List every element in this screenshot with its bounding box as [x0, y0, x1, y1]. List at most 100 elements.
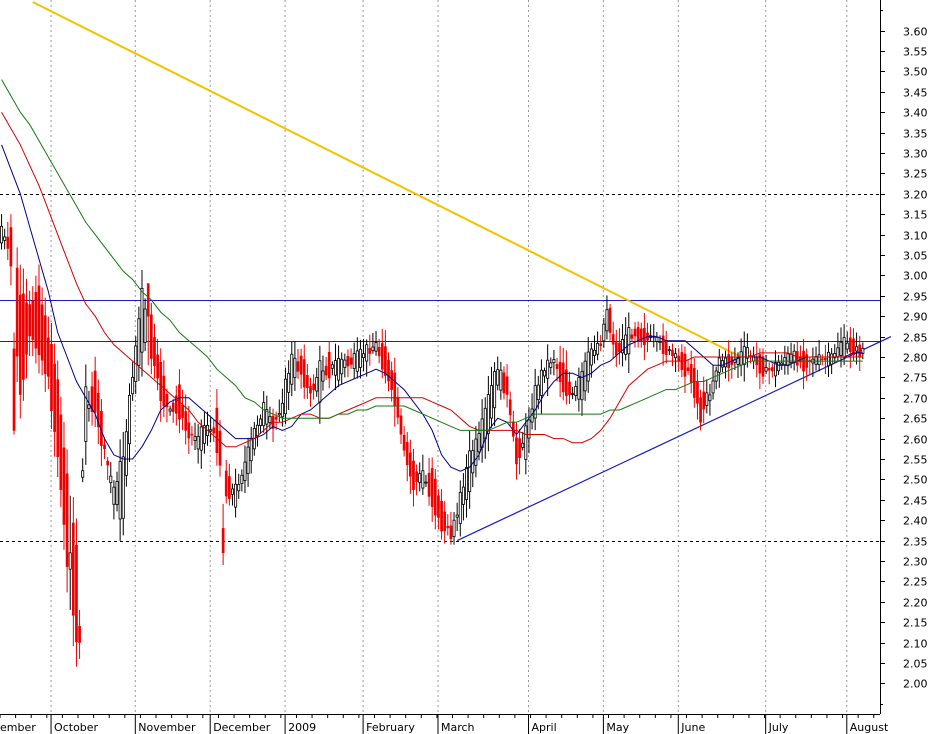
candle-body	[156, 354, 159, 379]
candle-body	[12, 348, 16, 431]
y-tick-label: 2.90	[903, 311, 928, 324]
candle-body	[636, 327, 640, 341]
candle-body	[352, 353, 356, 369]
candle-body	[427, 473, 431, 497]
candle-body	[527, 419, 531, 439]
y-tick-label: 2.50	[903, 474, 928, 487]
candle-body	[315, 376, 319, 392]
candle-body	[493, 371, 497, 409]
candle-body	[699, 397, 702, 423]
moving-averages	[1, 79, 863, 472]
y-tick-label: 3.55	[903, 46, 928, 59]
candle-body	[827, 351, 831, 367]
candle-body	[674, 353, 678, 359]
candle-body	[536, 384, 540, 401]
candle-body	[524, 425, 528, 460]
y-tick-label: 3.35	[903, 128, 928, 141]
candle-body	[237, 483, 241, 492]
y-tick-label: 2.00	[903, 678, 928, 691]
candle-body	[742, 346, 746, 366]
candle-body	[614, 342, 618, 356]
candle-body	[299, 355, 303, 375]
candle-body	[696, 381, 699, 404]
x-tick-label: July	[768, 721, 789, 734]
y-tick-label: 2.40	[903, 515, 928, 528]
candle-body	[131, 376, 135, 395]
candle-body	[184, 411, 188, 431]
candle-body	[193, 436, 197, 441]
candle-body	[22, 293, 25, 380]
candle-body	[321, 370, 325, 382]
candle-body	[502, 372, 506, 394]
candle-body	[368, 347, 372, 354]
candle-body	[602, 323, 606, 342]
candle-body	[402, 434, 406, 451]
candle-body	[112, 486, 116, 505]
y-tick-label: 3.25	[903, 168, 928, 181]
trend-line	[32, 1, 742, 358]
candle-body	[543, 370, 547, 377]
candle-body	[565, 369, 568, 397]
candle-body	[280, 402, 284, 418]
candle-body	[18, 294, 22, 395]
trend-line	[456, 336, 892, 542]
candle-body	[683, 353, 687, 377]
candle-body	[168, 408, 172, 412]
candle-body	[599, 343, 603, 346]
candle-body	[340, 358, 344, 375]
x-tick-label: December	[213, 721, 271, 734]
candle-body	[758, 354, 762, 374]
x-tick-label: August	[850, 721, 889, 734]
candle-body	[711, 380, 715, 394]
candle-body	[399, 415, 403, 435]
candle-body	[596, 343, 600, 355]
candle-body	[568, 381, 571, 395]
moving-average-line	[1, 144, 863, 472]
candle-body	[483, 407, 487, 440]
candle-body	[589, 348, 593, 366]
candle-body	[3, 236, 7, 241]
candle-body	[421, 470, 425, 489]
candle-body	[259, 418, 263, 426]
candle-body	[405, 442, 409, 465]
candle-body	[449, 525, 453, 540]
candle-body	[437, 495, 440, 518]
candle-body	[224, 470, 228, 497]
candle-body	[686, 367, 690, 372]
candle-body	[333, 360, 337, 376]
candle-body	[780, 362, 784, 366]
candle-body	[412, 460, 415, 490]
y-tick-label: 2.05	[903, 658, 928, 671]
candle-body	[533, 385, 537, 419]
y-tick-label: 3.20	[903, 189, 928, 202]
y-tick-label: 2.25	[903, 576, 928, 589]
candle-body	[499, 369, 503, 391]
y-tick-label: 2.60	[903, 434, 928, 447]
candle-body	[546, 359, 550, 379]
candle-body	[552, 359, 556, 364]
candle-body	[374, 342, 378, 352]
y-tick-label: 2.35	[903, 536, 928, 549]
y-tick-label: 2.65	[903, 413, 928, 426]
candle-body	[608, 307, 612, 333]
candle-body	[103, 444, 106, 450]
candle-body	[146, 283, 150, 317]
candle-body	[309, 385, 312, 394]
candle-body	[415, 471, 418, 482]
candle-body	[68, 552, 72, 570]
moving-average-line	[1, 79, 863, 431]
candle-body	[47, 337, 50, 377]
y-tick-label: 3.05	[903, 250, 928, 263]
candle-body	[630, 334, 634, 339]
candle-body	[692, 367, 696, 398]
candle-body	[84, 386, 88, 442]
candle-body	[362, 353, 366, 359]
candle-body	[287, 372, 291, 393]
candle-body	[243, 461, 247, 481]
candle-body	[489, 385, 493, 419]
y-tick-label: 2.95	[903, 291, 928, 304]
y-tick-label: 3.30	[903, 148, 928, 161]
candle-body	[739, 351, 743, 366]
candle-body	[34, 292, 38, 349]
